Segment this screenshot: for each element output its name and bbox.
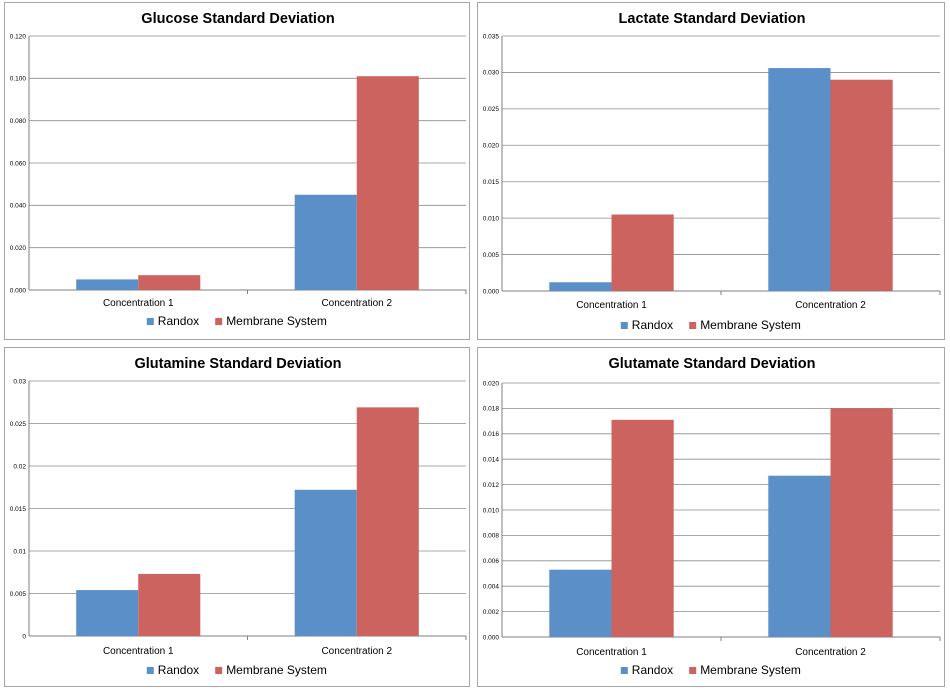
glutamine-chart-panel: Glutamine Standard Deviation 0 0.005 0.01 0.… bbox=[4, 347, 470, 687]
glucose-chart-panel: Glucose Standard Deviation 0.000 0.020 0.04… bbox=[4, 2, 470, 340]
chart-0-legend-swatch-randox bbox=[146, 318, 154, 325]
chart-2-legend-label-membrane-system: Membrane System bbox=[226, 663, 327, 677]
chart-0-legend-label-randox: Randox bbox=[158, 314, 199, 328]
chart-0-y-tick-label: 0.020 bbox=[10, 245, 27, 252]
chart-0-legend-label-membrane-system: Membrane System bbox=[226, 314, 327, 328]
chart-3-bar-randox-concentration-1 bbox=[549, 569, 612, 637]
chart-1-y-tick-label: 0.030 bbox=[483, 70, 500, 77]
chart-0-y-tick-label: 0.120 bbox=[10, 33, 27, 40]
chart-1-y-tick-label: 0.010 bbox=[483, 215, 500, 222]
chart-3-y-tick-label: 0.004 bbox=[483, 584, 500, 591]
chart-3-legend-swatch-randox bbox=[620, 667, 628, 674]
chart-1-y-tick-label: 0.005 bbox=[483, 252, 500, 259]
glutamine-chart: Glutamine Standard Deviation 0 0.005 0.01 0.… bbox=[10, 356, 467, 677]
chart-2-category-label: Concentration 2 bbox=[321, 646, 392, 657]
chart-1-title: Lactate Standard Deviation bbox=[619, 11, 806, 27]
chart-0-y-tick-label: 0.000 bbox=[10, 287, 27, 294]
glucose-chart: Glucose Standard Deviation 0.000 0.020 0.04… bbox=[10, 11, 467, 328]
chart-3-legend-label-randox: Randox bbox=[632, 663, 673, 677]
chart-0-category-label: Concentration 2 bbox=[321, 298, 392, 309]
chart-1-bar-membrane-system-concentration-1 bbox=[611, 214, 674, 291]
chart-0-bar-randox-concentration-2 bbox=[294, 194, 357, 290]
chart-3-y-tick-label: 0.018 bbox=[483, 406, 500, 413]
chart-2-bar-membrane-system-concentration-1 bbox=[138, 573, 201, 636]
chart-0-y-tick-label: 0.040 bbox=[10, 203, 27, 210]
chart-1-legend-swatch-randox bbox=[620, 322, 628, 329]
chart-1-legend-label-membrane-system: Membrane System bbox=[700, 318, 801, 332]
chart-0-bar-randox-concentration-1 bbox=[76, 279, 139, 290]
chart-0-title: Glucose Standard Deviation bbox=[141, 11, 334, 27]
chart-3-bar-membrane-system-concentration-2 bbox=[830, 408, 893, 637]
chart-3-category-label: Concentration 2 bbox=[795, 647, 866, 658]
chart-0-y-tick-label: 0.100 bbox=[10, 76, 27, 83]
chart-2-bar-randox-concentration-2 bbox=[294, 489, 357, 636]
chart-2-y-tick-label: 0 bbox=[22, 633, 26, 640]
chart-2-y-tick-label: 0.025 bbox=[10, 421, 27, 428]
chart-3-y-tick-label: 0.002 bbox=[483, 609, 500, 616]
chart-1-y-tick-label: 0.025 bbox=[483, 106, 500, 113]
chart-2-legend-swatch-membrane-system bbox=[215, 667, 223, 674]
chart-3-y-tick-label: 0.016 bbox=[483, 431, 500, 438]
chart-1-bar-randox-concentration-1 bbox=[549, 282, 612, 291]
chart-2-bar-membrane-system-concentration-2 bbox=[356, 407, 419, 636]
chart-3-title: Glutamate Standard Deviation bbox=[608, 356, 815, 372]
chart-1-legend-label-randox: Randox bbox=[632, 318, 673, 332]
chart-1-y-tick-label: 0.035 bbox=[483, 33, 500, 40]
chart-0-y-tick-label: 0.060 bbox=[10, 160, 27, 167]
chart-1-y-tick-label: 0.020 bbox=[483, 143, 500, 150]
chart-3-y-tick-label: 0.014 bbox=[483, 457, 500, 464]
chart-3-legend-label-membrane-system: Membrane System bbox=[700, 663, 801, 677]
chart-1-bar-randox-concentration-2 bbox=[768, 68, 831, 291]
chart-2-title: Glutamine Standard Deviation bbox=[134, 356, 341, 372]
chart-2-category-label: Concentration 1 bbox=[103, 646, 174, 657]
chart-2-bar-randox-concentration-1 bbox=[76, 590, 139, 636]
chart-1-bar-membrane-system-concentration-2 bbox=[830, 79, 893, 291]
chart-3-legend-swatch-membrane-system bbox=[689, 667, 697, 674]
chart-2-y-tick-label: 0.03 bbox=[13, 378, 26, 385]
chart-3-y-tick-label: 0.000 bbox=[483, 634, 500, 641]
chart-1-y-tick-label: 0.000 bbox=[483, 288, 500, 295]
chart-3-y-tick-label: 0.012 bbox=[483, 482, 500, 489]
chart-0-y-tick-label: 0.080 bbox=[10, 118, 27, 125]
lactate-chart-panel: Lactate Standard Deviation 0.000 0.005 0.01… bbox=[477, 2, 945, 340]
chart-0-bar-membrane-system-concentration-2 bbox=[356, 76, 419, 290]
chart-2-y-tick-label: 0.01 bbox=[13, 548, 26, 555]
chart-1-y-tick-label: 0.015 bbox=[483, 179, 500, 186]
chart-3-y-tick-label: 0.010 bbox=[483, 507, 500, 514]
chart-3-category-label: Concentration 1 bbox=[576, 647, 647, 658]
lactate-chart: Lactate Standard Deviation 0.000 0.005 0.01… bbox=[483, 11, 941, 332]
chart-1-legend-swatch-membrane-system bbox=[689, 322, 697, 329]
chart-0-legend-swatch-membrane-system bbox=[215, 318, 223, 325]
chart-3-y-tick-label: 0.020 bbox=[483, 380, 500, 387]
chart-3-bar-membrane-system-concentration-1 bbox=[611, 419, 674, 637]
chart-1-category-label: Concentration 2 bbox=[795, 300, 866, 311]
glutamate-chart-panel: Glutamate Standard Deviation 0.000 0.002 0.… bbox=[477, 347, 945, 687]
chart-2-legend-label-randox: Randox bbox=[158, 663, 199, 677]
chart-2-y-tick-label: 0.005 bbox=[10, 591, 27, 598]
chart-2-y-tick-label: 0.02 bbox=[13, 463, 26, 470]
glutamate-chart: Glutamate Standard Deviation 0.000 0.002 0.… bbox=[483, 356, 941, 677]
chart-3-y-tick-label: 0.008 bbox=[483, 533, 500, 540]
chart-0-category-label: Concentration 1 bbox=[103, 298, 174, 309]
chart-1-category-label: Concentration 1 bbox=[576, 300, 647, 311]
chart-2-legend-swatch-randox bbox=[146, 667, 154, 674]
chart-0-bar-membrane-system-concentration-1 bbox=[138, 275, 201, 290]
chart-2-y-tick-label: 0.015 bbox=[10, 506, 27, 513]
chart-3-bar-randox-concentration-2 bbox=[768, 475, 831, 637]
chart-3-y-tick-label: 0.006 bbox=[483, 558, 500, 565]
